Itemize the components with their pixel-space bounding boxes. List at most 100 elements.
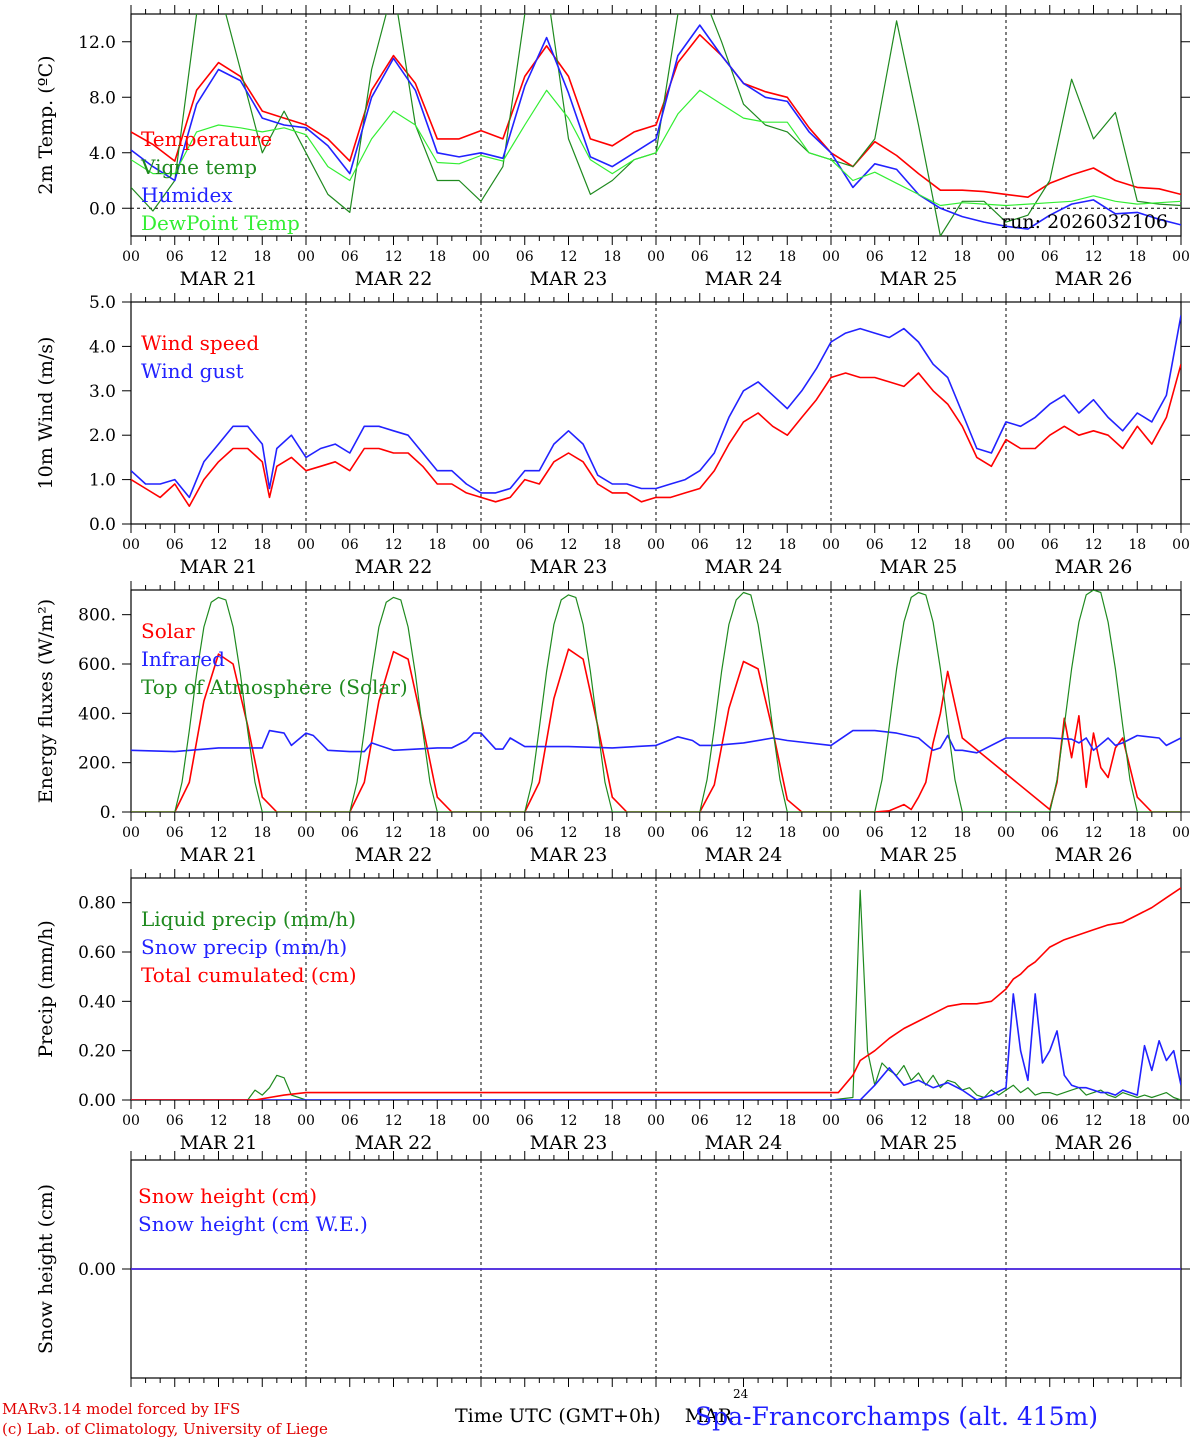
day-label: MAR 21: [180, 268, 258, 290]
y-tick-label: 4.0: [89, 144, 116, 164]
y-tick-label: 5.0: [89, 293, 116, 313]
hour-tick-label: 00: [122, 1113, 140, 1129]
hour-tick-label: 18: [953, 537, 971, 553]
day-label: MAR 22: [355, 1132, 433, 1154]
hour-tick-label: 00: [997, 1113, 1015, 1129]
y-tick-label: 0.20: [78, 1042, 116, 1062]
day-label: MAR 25: [880, 844, 958, 866]
hour-tick-label: 18: [603, 825, 621, 841]
hour-tick-label: 06: [516, 249, 534, 265]
hour-tick-label: 06: [1041, 249, 1059, 265]
y-tick-label: 0.00: [78, 1091, 116, 1111]
overlap-small-label: 24: [733, 1387, 749, 1401]
day-label: MAR 23: [530, 268, 608, 290]
hour-tick-label: 06: [516, 537, 534, 553]
hour-tick-label: 06: [341, 537, 359, 553]
hour-tick-label: 06: [166, 249, 184, 265]
y-tick-label: 400.: [78, 704, 116, 724]
hour-tick-label: 00: [1172, 825, 1190, 841]
day-label: MAR 24: [705, 1132, 783, 1154]
hour-tick-label: 00: [122, 249, 140, 265]
lab-credit-line: (c) Lab. of Climatology, University of L…: [2, 1420, 328, 1438]
hour-tick-label: 12: [910, 825, 928, 841]
hour-tick-label: 18: [253, 249, 271, 265]
legend-entry: Liquid precip (mm/h): [141, 907, 356, 931]
hour-tick-label: 18: [778, 825, 796, 841]
hour-tick-label: 00: [822, 537, 840, 553]
series-line: [131, 363, 1181, 508]
hour-tick-label: 06: [166, 1113, 184, 1129]
day-label: MAR 23: [530, 1132, 608, 1154]
hour-tick-label: 12: [385, 249, 403, 265]
series-line: [131, 729, 1181, 754]
hour-tick-label: 12: [735, 1113, 753, 1129]
legend-entry: Humidex: [141, 183, 233, 207]
day-label: MAR 25: [880, 1132, 958, 1154]
hour-tick-label: 00: [647, 249, 665, 265]
legend-entry: Total cumulated (cm): [141, 963, 357, 987]
hour-tick-label: 18: [953, 825, 971, 841]
series-group: [131, 14, 1181, 236]
y-tick-label: 0.60: [78, 943, 116, 963]
legend-entry: Snow precip (mm/h): [141, 935, 347, 959]
hour-tick-label: 12: [385, 825, 403, 841]
hour-tick-label: 00: [122, 825, 140, 841]
hour-tick-label: 12: [910, 537, 928, 553]
series-line: [131, 24, 1181, 230]
day-label: MAR 22: [355, 268, 433, 290]
series-group: [131, 590, 1181, 812]
legend-entry: Vigne temp: [140, 155, 257, 179]
hour-tick-label: 18: [953, 1113, 971, 1129]
hour-tick-label: 18: [253, 1113, 271, 1129]
panel-5: 0.00 Snow height (cm) Snow height (cm) Snow…: [35, 1151, 1190, 1387]
y-tick-label: 0.40: [78, 992, 116, 1012]
hour-tick-label: 00: [472, 537, 490, 553]
run-annotation: run: 2026032106: [1001, 211, 1168, 233]
time-axis-label: Time UTC (GMT+0h) MAR: [455, 1405, 733, 1427]
hour-tick-label: 12: [210, 249, 228, 265]
series-group: [131, 315, 1181, 508]
hour-tick-label: 06: [1041, 825, 1059, 841]
hour-tick-label: 18: [428, 249, 446, 265]
day-label: MAR 26: [1055, 556, 1133, 578]
hour-tick-label: 18: [778, 249, 796, 265]
y-tick-label: 0.0: [89, 199, 116, 219]
hour-tick-label: 06: [516, 1113, 534, 1129]
hour-tick-label: 06: [691, 249, 709, 265]
y-axis-label: 2m Temp. (ºC): [35, 55, 57, 194]
y-axis-label: 10m Wind (m/s): [35, 337, 57, 490]
day-label: MAR 24: [705, 556, 783, 578]
hour-tick-label: 06: [166, 825, 184, 841]
legend-entry: Temperature: [141, 127, 272, 151]
hour-tick-label: 00: [997, 249, 1015, 265]
hour-tick-label: 18: [1128, 537, 1146, 553]
y-axis-label: Snow height (cm): [35, 1184, 57, 1354]
hour-tick-label: 12: [210, 537, 228, 553]
y-tick-label: 600.: [78, 655, 116, 675]
hour-tick-label: 06: [341, 1113, 359, 1129]
hour-tick-label: 06: [691, 1113, 709, 1129]
hour-tick-label: 12: [1085, 249, 1103, 265]
hour-tick-label: 12: [560, 1113, 578, 1129]
overlap-label: MAR: [684, 1405, 733, 1427]
hour-tick-label: 18: [1128, 1113, 1146, 1129]
day-label: MAR 23: [530, 556, 608, 578]
hour-tick-label: 00: [822, 825, 840, 841]
hour-tick-label: 12: [1085, 825, 1103, 841]
hour-tick-label: 12: [210, 1113, 228, 1129]
hour-tick-label: 00: [297, 249, 315, 265]
hour-tick-label: 18: [778, 1113, 796, 1129]
day-label: MAR 21: [180, 844, 258, 866]
y-tick-label: 200.: [78, 754, 116, 774]
legend-entry: Snow height (cm): [138, 1184, 317, 1208]
legend-entry: Top of Atmosphere (Solar): [141, 675, 408, 699]
hour-tick-label: 00: [1172, 1113, 1190, 1129]
station-label: Spa-Francorchamps (alt. 415m): [695, 1402, 1099, 1431]
series-group: [131, 887, 1181, 1100]
day-label: MAR 22: [355, 556, 433, 578]
y-tick-label: 4.0: [89, 337, 116, 357]
legend-entry: Snow height (cm W.E.): [138, 1212, 368, 1236]
hour-tick-label: 06: [1041, 1113, 1059, 1129]
hour-tick-label: 00: [822, 249, 840, 265]
